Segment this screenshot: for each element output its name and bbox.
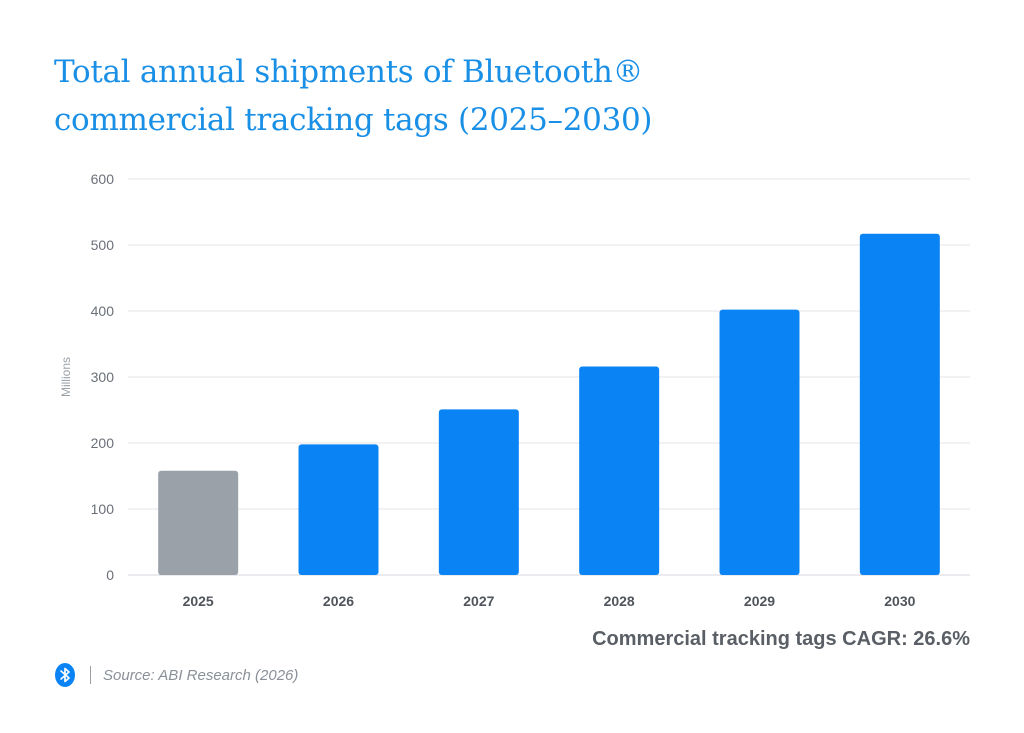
y-tick-label: 400 (91, 303, 115, 319)
source-note: Source: ABI Research (2026) (103, 666, 299, 684)
chart-title-line-1: Total annual shipments of Bluetooth® (54, 54, 644, 90)
y-tick-label: 500 (91, 237, 115, 253)
y-axis-title: Millions (59, 357, 73, 397)
y-axis-ticks: 0 100 200 300 400 500 600 (91, 171, 115, 583)
bluetooth-icon (55, 663, 75, 687)
x-tick-label: 2026 (323, 593, 354, 609)
bar-2028 (579, 366, 660, 575)
bars (158, 233, 940, 575)
y-tick-label: 200 (91, 435, 115, 451)
footer-divider (90, 666, 91, 684)
x-axis-ticks: 2025 2026 2027 2028 2029 2030 (183, 593, 916, 609)
x-tick-label: 2029 (744, 593, 775, 609)
bar-2029 (719, 309, 800, 575)
footer: Source: ABI Research (2026) (54, 662, 298, 688)
gridlines (128, 178, 970, 576)
x-tick-label: 2027 (463, 593, 494, 609)
x-tick-label: 2028 (604, 593, 635, 609)
chart-title: Total annual shipments of Bluetooth® com… (54, 48, 954, 144)
bar-2027 (438, 409, 519, 575)
y-tick-label: 300 (91, 369, 115, 385)
x-tick-label: 2025 (183, 593, 214, 609)
y-tick-label: 100 (91, 501, 115, 517)
x-tick-label: 2030 (884, 593, 915, 609)
cagr-annotation: Commercial tracking tags CAGR: 26.6% (592, 628, 970, 650)
bar-2030 (859, 233, 940, 575)
y-tick-label: 0 (106, 567, 114, 583)
chart-title-line-2: commercial tracking tags (2025–2030) (54, 102, 653, 138)
bar-2026 (298, 444, 379, 575)
y-tick-label: 600 (91, 171, 115, 187)
bar-2025 (158, 470, 239, 575)
